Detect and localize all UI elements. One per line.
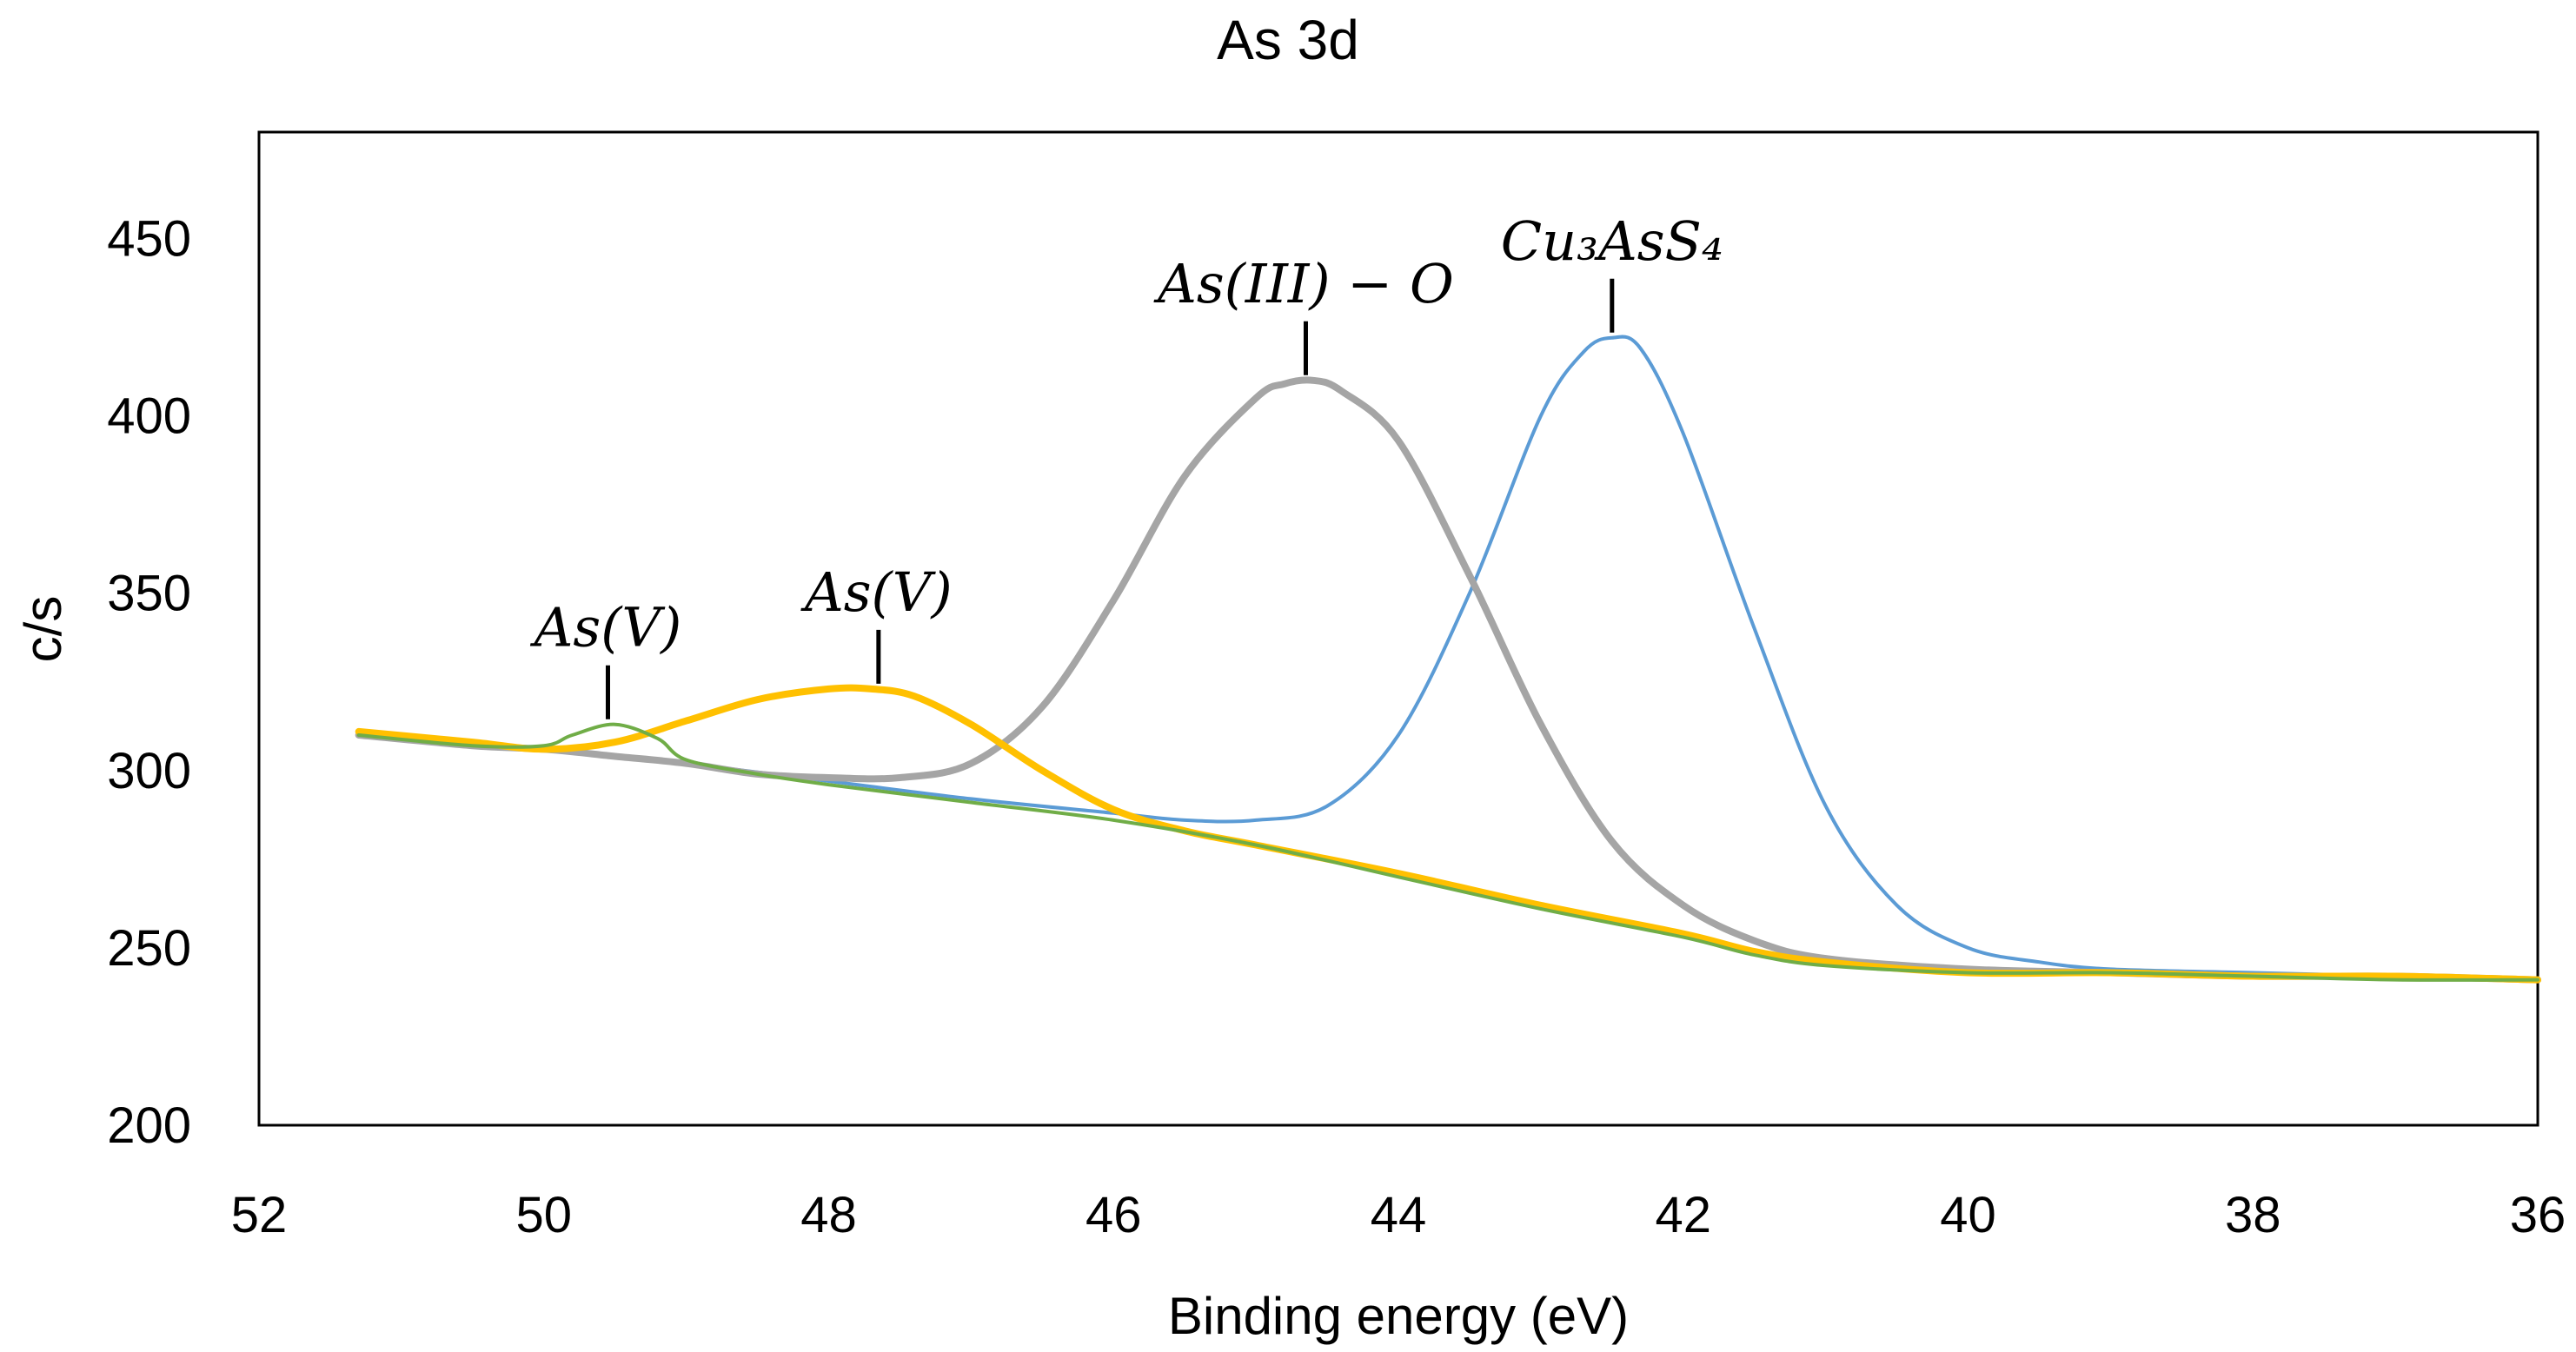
x-tick-label: 38	[2225, 1187, 2281, 1243]
y-tick-label: 250	[107, 920, 191, 977]
peak-annotations: Cu₃AsS₄ As(III) − O As(V) As(V)	[530, 209, 1723, 719]
y-tick-label: 450	[107, 210, 191, 267]
x-tick-label: 40	[1940, 1187, 1996, 1243]
annotation-label: As(III) − O	[1153, 252, 1454, 315]
annotation-label: As(V)	[800, 560, 953, 624]
chart-title: As 3d	[1217, 9, 1359, 71]
x-tick-label: 36	[2510, 1187, 2566, 1243]
x-tick-label: 44	[1371, 1187, 1427, 1243]
y-tick-label: 350	[107, 566, 191, 622]
x-axis-ticks: 52 50 48 46 44 42 40 38 36	[231, 1187, 2566, 1243]
data-series	[355, 335, 2541, 984]
annotation-label: Cu₃AsS₄	[1501, 209, 1723, 273]
y-tick-label: 300	[107, 743, 191, 799]
series-line-as-v-	[356, 722, 2539, 982]
y-tick-label: 200	[107, 1097, 191, 1154]
y-axis-ticks: 200 250 300 350 400 450	[107, 210, 191, 1154]
x-tick-label: 48	[800, 1187, 857, 1243]
y-axis-label: c/s	[14, 596, 72, 663]
x-tick-label: 50	[515, 1187, 572, 1243]
annotation-label: As(V)	[530, 596, 682, 659]
x-tick-label: 52	[231, 1187, 288, 1243]
series-line-as-v-	[355, 684, 2541, 984]
y-tick-label: 400	[107, 388, 191, 445]
plot-area	[257, 130, 2539, 1127]
x-axis-label: Binding energy (eV)	[1168, 1287, 1629, 1345]
x-tick-label: 42	[1655, 1187, 1711, 1243]
x-tick-label: 46	[1086, 1187, 1142, 1243]
